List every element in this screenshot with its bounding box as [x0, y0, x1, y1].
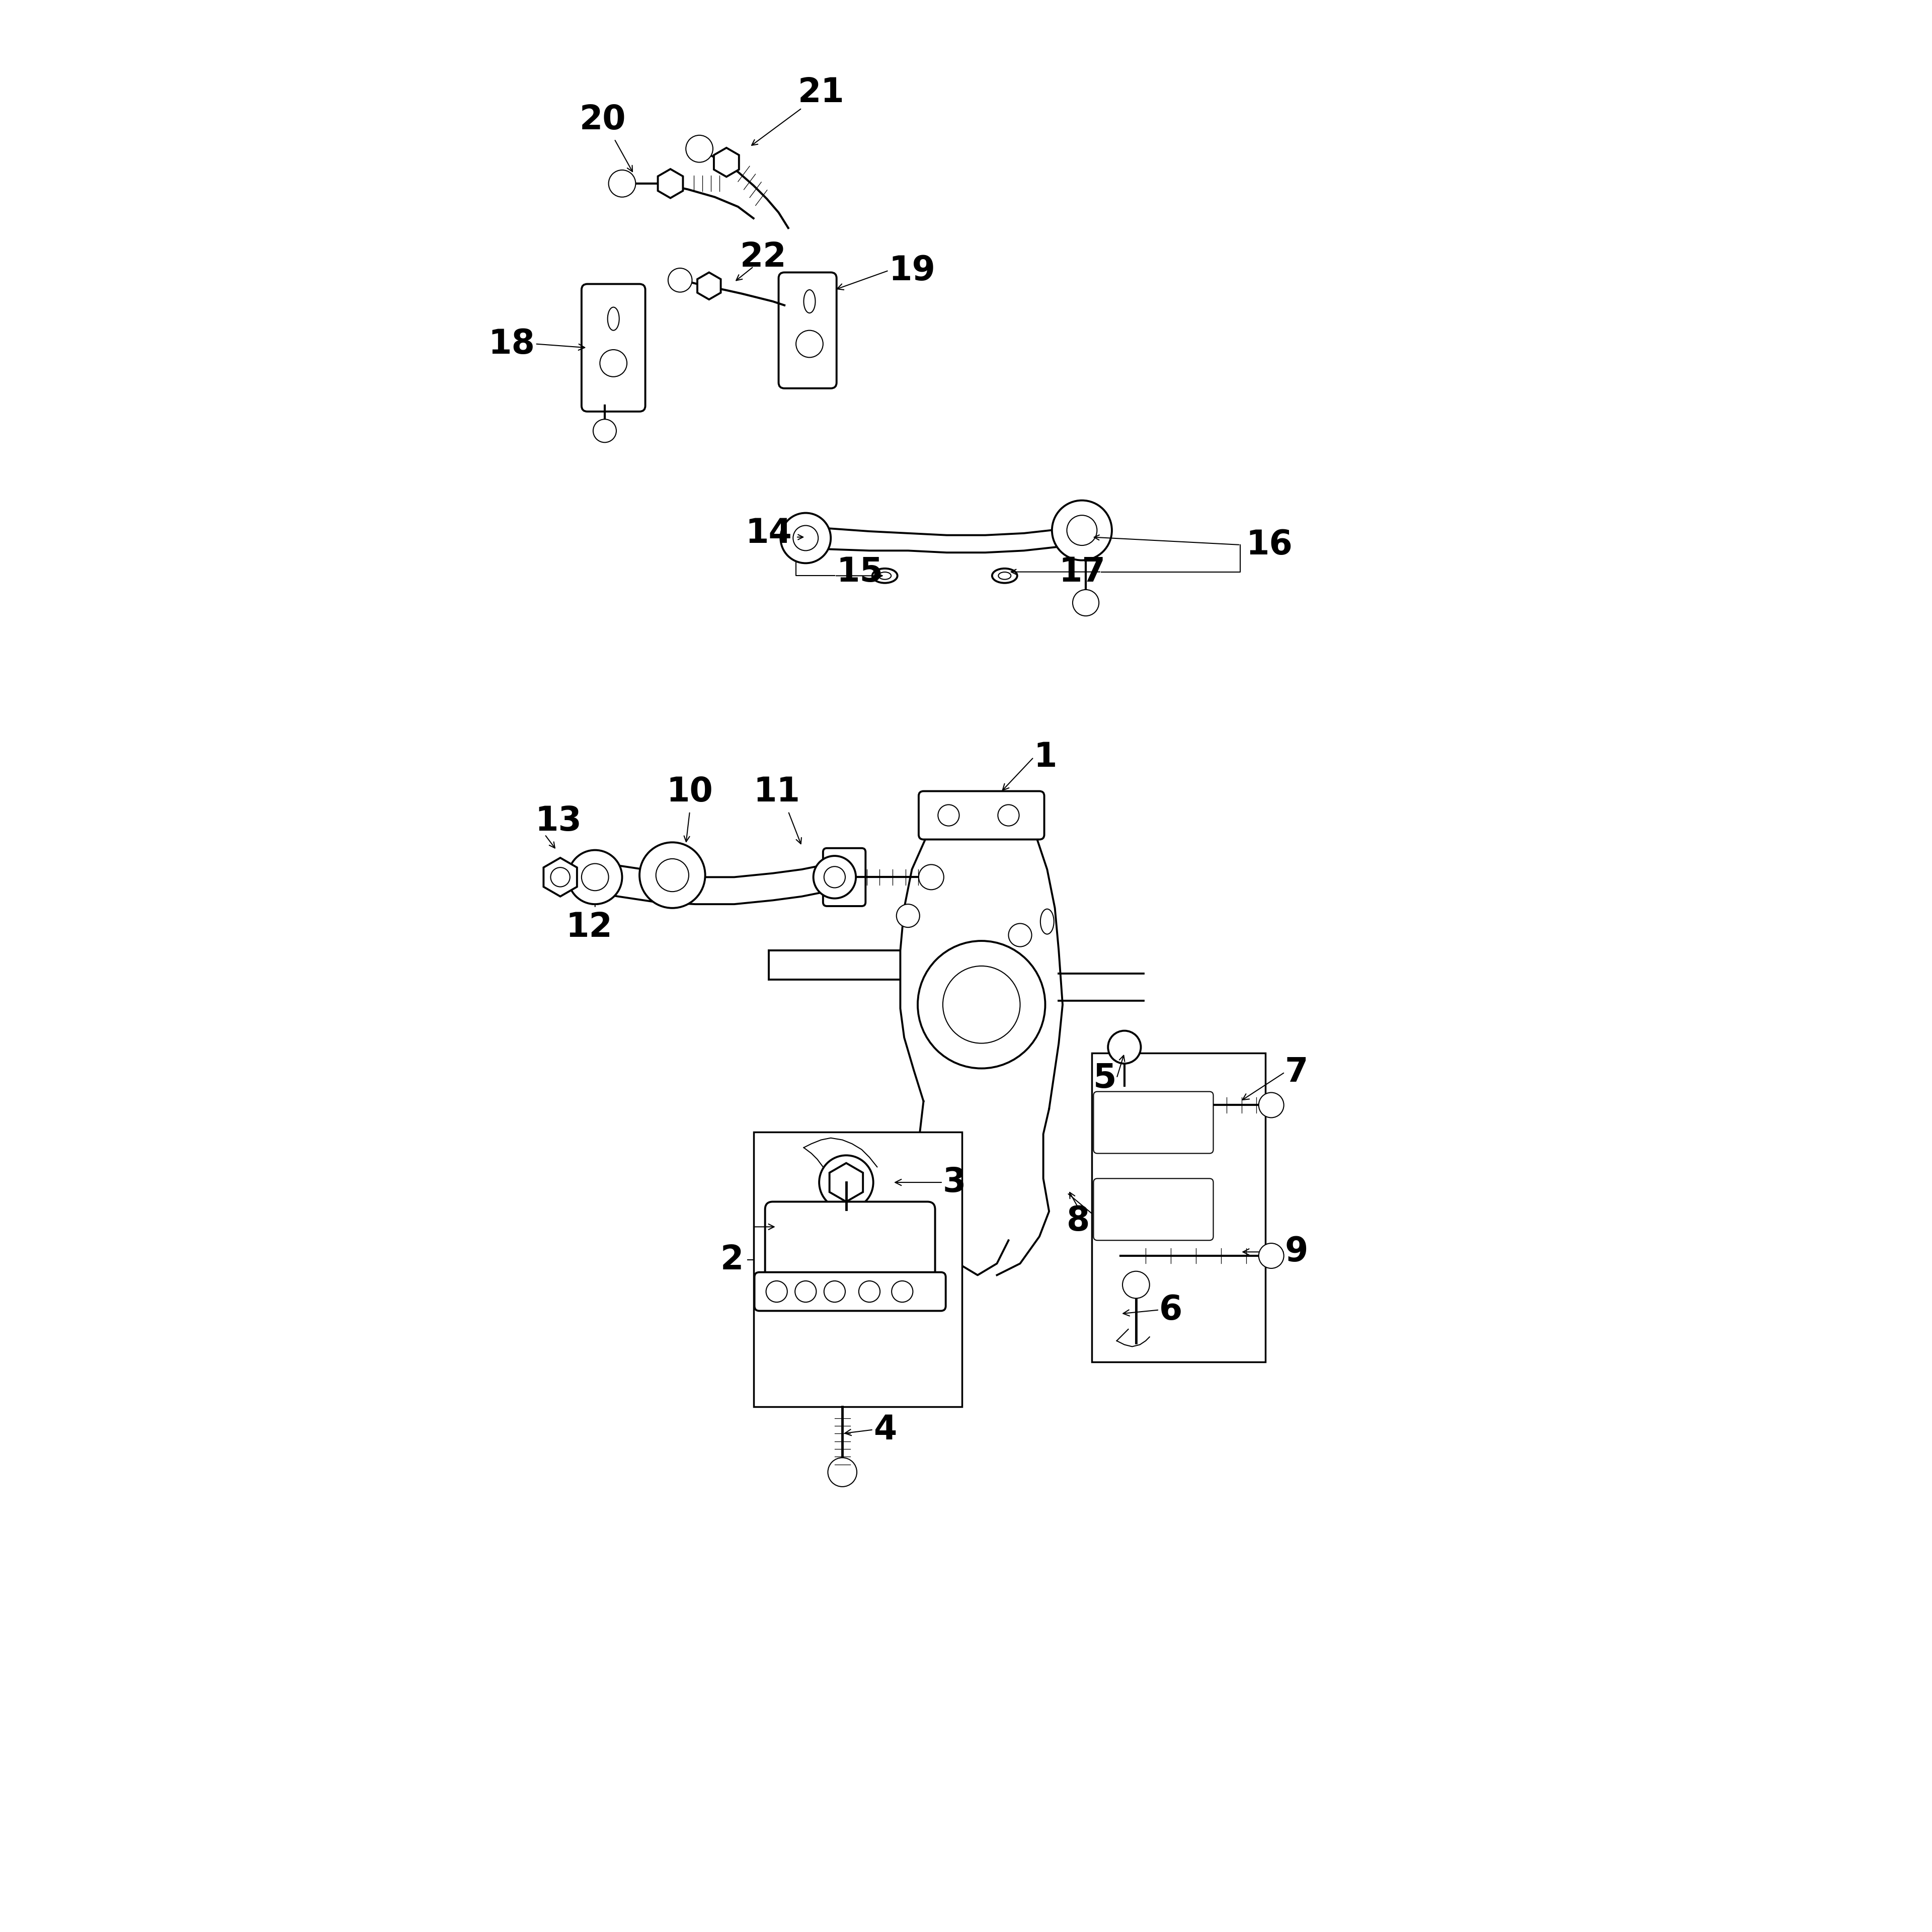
Circle shape	[939, 806, 958, 827]
Circle shape	[813, 856, 856, 898]
Polygon shape	[543, 858, 578, 896]
Circle shape	[1122, 1271, 1150, 1298]
Circle shape	[593, 419, 616, 442]
Text: 5: 5	[1094, 1061, 1117, 1095]
Ellipse shape	[999, 572, 1010, 580]
FancyBboxPatch shape	[920, 792, 1045, 840]
Circle shape	[1072, 589, 1099, 616]
Text: 2: 2	[721, 1242, 744, 1277]
Text: 14: 14	[746, 516, 792, 551]
Ellipse shape	[993, 568, 1018, 583]
Text: 12: 12	[566, 910, 612, 945]
Text: 3: 3	[943, 1165, 966, 1200]
Text: 22: 22	[740, 240, 786, 274]
FancyBboxPatch shape	[765, 1202, 935, 1287]
Text: 7: 7	[1285, 1055, 1308, 1090]
Circle shape	[893, 1281, 912, 1302]
Text: 16: 16	[1246, 527, 1293, 562]
Circle shape	[796, 330, 823, 357]
Circle shape	[829, 1459, 858, 1488]
FancyBboxPatch shape	[1094, 1092, 1213, 1153]
FancyBboxPatch shape	[779, 272, 837, 388]
Circle shape	[1260, 1094, 1285, 1117]
Circle shape	[582, 864, 609, 891]
Text: 1: 1	[1034, 740, 1057, 775]
Circle shape	[1109, 1030, 1142, 1063]
Circle shape	[896, 904, 920, 927]
Text: 19: 19	[889, 253, 935, 288]
Circle shape	[599, 350, 626, 377]
Text: 4: 4	[873, 1412, 896, 1447]
Text: 11: 11	[753, 775, 800, 810]
Circle shape	[568, 850, 622, 904]
Ellipse shape	[607, 307, 618, 330]
Text: 10: 10	[667, 775, 713, 810]
FancyBboxPatch shape	[823, 848, 866, 906]
FancyBboxPatch shape	[582, 284, 645, 412]
Text: 6: 6	[1159, 1293, 1182, 1327]
Circle shape	[551, 867, 570, 887]
Circle shape	[639, 842, 705, 908]
Circle shape	[825, 1281, 846, 1302]
Text: 21: 21	[798, 75, 844, 110]
Circle shape	[1051, 500, 1113, 560]
Text: 15: 15	[837, 554, 883, 589]
Polygon shape	[829, 1163, 864, 1202]
Bar	[1092, 1053, 1265, 1362]
Circle shape	[686, 135, 713, 162]
Circle shape	[943, 966, 1020, 1043]
Circle shape	[796, 1281, 817, 1302]
Circle shape	[825, 867, 846, 889]
FancyBboxPatch shape	[1094, 1179, 1213, 1240]
Circle shape	[792, 526, 819, 551]
Circle shape	[920, 866, 945, 889]
Ellipse shape	[804, 290, 815, 313]
Polygon shape	[659, 170, 682, 197]
Circle shape	[765, 1281, 788, 1302]
Text: 20: 20	[580, 102, 626, 137]
Ellipse shape	[879, 572, 891, 580]
Ellipse shape	[873, 568, 896, 583]
Circle shape	[668, 269, 692, 292]
Circle shape	[609, 170, 636, 197]
Text: 17: 17	[1059, 554, 1105, 589]
Circle shape	[918, 941, 1045, 1068]
Text: 8: 8	[1066, 1204, 1090, 1238]
Ellipse shape	[1039, 910, 1055, 935]
Circle shape	[781, 512, 831, 564]
Circle shape	[1009, 923, 1032, 947]
Text: 18: 18	[489, 327, 535, 361]
Bar	[753, 1132, 962, 1406]
Circle shape	[1260, 1244, 1285, 1269]
Circle shape	[858, 1281, 879, 1302]
Polygon shape	[715, 149, 738, 176]
Circle shape	[1066, 516, 1097, 545]
Circle shape	[999, 806, 1020, 827]
Polygon shape	[697, 272, 721, 299]
Text: 13: 13	[535, 804, 582, 838]
FancyBboxPatch shape	[755, 1271, 947, 1310]
Circle shape	[657, 858, 690, 893]
Text: 9: 9	[1285, 1235, 1308, 1269]
Circle shape	[819, 1155, 873, 1209]
